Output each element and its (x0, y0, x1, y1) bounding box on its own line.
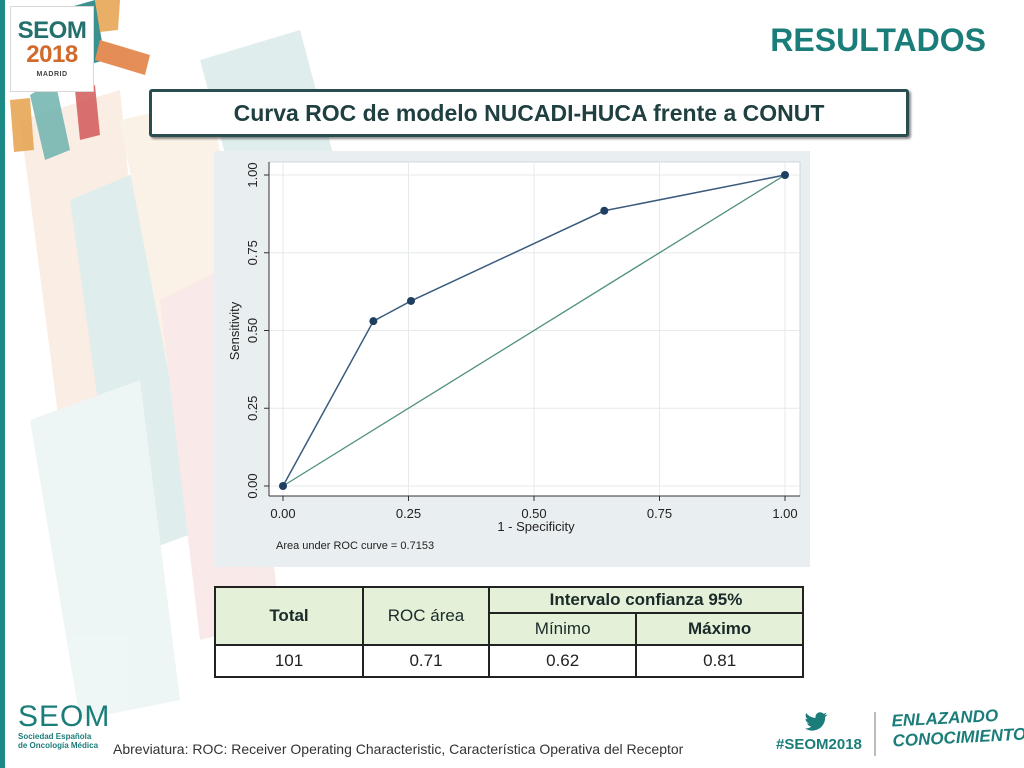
x-tick-label: 1.00 (772, 506, 797, 521)
x-tick-label: 0.00 (270, 506, 295, 521)
page-title: RESULTADOS (770, 22, 986, 58)
seom-sub-1: Sociedad Española (18, 732, 92, 741)
header-roc-area: ROC área (362, 586, 490, 646)
x-axis-label: 1 - Specificity (497, 519, 575, 534)
left-edge-bar (0, 0, 5, 768)
roc-point (407, 296, 416, 305)
seom-sub-2: de Oncología Médica (18, 741, 99, 750)
roc-point (781, 171, 789, 179)
cell-roc-area: 0.71 (362, 644, 490, 678)
header-total: Total (214, 586, 364, 646)
roc-chart-panel: 0.00 0.25 0.50 0.75 1.00 0.00 0.25 0.50 0.75 1.00… (214, 151, 810, 567)
y-tick-label: 0.75 (245, 240, 260, 265)
y-tick-label: 0.50 (245, 318, 260, 343)
roc-point (600, 206, 609, 215)
cell-max: 0.81 (635, 644, 804, 678)
slogan: ENLAZANDO CONOCIMIENTO (891, 705, 1024, 752)
cell-min: 0.62 (487, 644, 638, 678)
seom-word: SEOM (18, 700, 111, 733)
logo-city: MADRID (36, 71, 68, 78)
y-tick-label: 0.00 (245, 473, 260, 498)
y-axis-label: Sensitivity (227, 301, 242, 360)
auc-annotation: Area under ROC curve = 0.7153 (276, 540, 434, 552)
header-ci: Intervalo confianza 95% (488, 586, 804, 614)
y-tick-label: 1.00 (245, 162, 260, 187)
x-tick-label: 0.75 (647, 506, 672, 521)
roc-chart: 0.00 0.25 0.50 0.75 1.00 0.00 0.25 0.50 0.75 1.00… (227, 161, 801, 552)
logo-year: 2018 (26, 41, 78, 68)
roc-point (369, 317, 378, 326)
seom-2018-logo: SEOM 2018 MADRID (10, 6, 94, 92)
roc-point (279, 482, 287, 490)
subtitle-box: Curva ROC de modelo NUCADI-HUCA frente a… (149, 89, 909, 137)
subtitle-text: Curva ROC de modelo NUCADI-HUCA frente a… (233, 99, 825, 126)
x-tick-label: 0.50 (521, 506, 546, 521)
header-max: Máximo (635, 612, 804, 646)
hashtag: #SEOM2018 (776, 736, 862, 753)
seom-footer-logo: SEOM Sociedad Española de Oncología Médi… (18, 700, 111, 751)
header-min: Mínimo (487, 612, 638, 646)
results-table: Total ROC área Intervalo confianza 95% M… (214, 586, 804, 678)
footer-divider (874, 712, 876, 756)
x-tick-label: 0.25 (396, 506, 421, 521)
y-tick-label: 0.25 (245, 396, 260, 421)
twitter-bird-icon[interactable] (804, 712, 828, 732)
reference-line (282, 174, 786, 487)
cell-total: 101 (214, 644, 364, 678)
abbreviation-note: Abreviatura: ROC: Receiver Operating Cha… (113, 741, 684, 757)
logo-word: SEOM (17, 17, 87, 44)
